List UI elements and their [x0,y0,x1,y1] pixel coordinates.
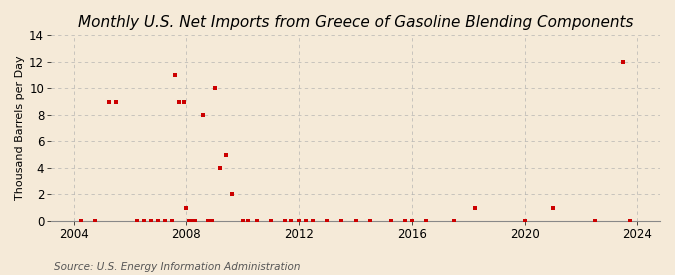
Point [153,219,163,223]
Point [226,192,237,197]
Point [286,219,296,223]
Point [221,152,232,157]
Point [209,86,220,90]
Point [160,219,171,223]
Point [547,205,558,210]
Point [243,219,254,223]
Point [190,219,200,223]
Point [103,99,114,104]
Point [215,166,225,170]
Point [167,219,178,223]
Point [146,219,157,223]
Point [350,219,361,223]
Point [364,219,375,223]
Point [385,219,396,223]
Point [470,205,481,210]
Point [111,99,122,104]
Point [618,60,628,64]
Point [301,219,312,223]
Point [181,205,192,210]
Point [421,219,431,223]
Point [198,113,209,117]
Point [519,219,530,223]
Point [252,219,263,223]
Point [174,99,185,104]
Title: Monthly U.S. Net Imports from Greece of Gasoline Blending Components: Monthly U.S. Net Imports from Greece of … [78,15,633,30]
Point [279,219,290,223]
Y-axis label: Thousand Barrels per Day: Thousand Barrels per Day [15,56,25,200]
Point [184,219,194,223]
Point [265,219,276,223]
Point [207,219,217,223]
Point [169,73,180,77]
Point [406,219,417,223]
Point [139,219,150,223]
Point [76,219,86,223]
Point [322,219,333,223]
Point [238,219,248,223]
Point [308,219,319,223]
Point [590,219,601,223]
Point [89,219,100,223]
Point [294,219,304,223]
Point [202,219,213,223]
Point [449,219,460,223]
Point [187,219,198,223]
Point [336,219,347,223]
Text: Source: U.S. Energy Information Administration: Source: U.S. Energy Information Administ… [54,262,300,272]
Point [132,219,142,223]
Point [400,219,410,223]
Point [178,99,189,104]
Point [625,219,636,223]
